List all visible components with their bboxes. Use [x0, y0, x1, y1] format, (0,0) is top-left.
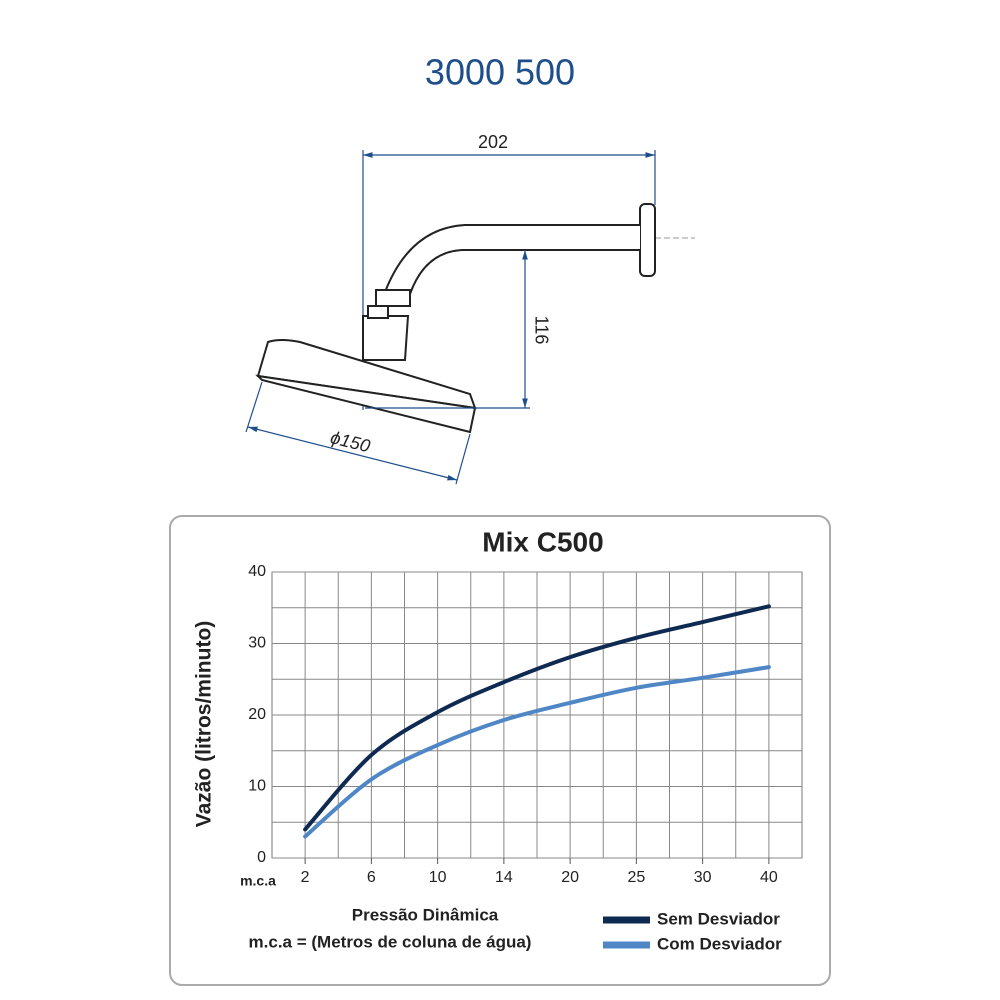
y-tick-label: 0: [257, 849, 266, 866]
x-tick-label: 25: [627, 869, 645, 886]
x-tick-label: 2: [301, 869, 310, 886]
x-axis-note: m.c.a = (Metros de coluna de água): [249, 932, 532, 951]
connector: [362, 315, 410, 361]
nut-detail: [367, 305, 389, 319]
y-tick-label: 40: [248, 563, 266, 580]
x-tick-label: 30: [694, 869, 712, 886]
extension-line: [455, 433, 471, 485]
chart-title: Mix C500: [482, 526, 603, 557]
wall-flange: [639, 203, 656, 277]
dimension-label: 116: [531, 316, 551, 345]
dimension-line: [247, 426, 458, 481]
x-tick-label: 20: [561, 869, 579, 886]
dimension-label: 202: [478, 132, 508, 152]
x-tick-label: 14: [495, 869, 513, 886]
y-axis-label: Vazão (litros/minuto): [193, 621, 216, 828]
x-axis-label: Pressão Dinâmica: [352, 905, 499, 924]
head-bottom: [255, 374, 477, 434]
series-line: [303, 665, 771, 839]
extension-line: [245, 381, 263, 433]
series-line: [303, 604, 771, 832]
head-top: [256, 339, 477, 410]
x-tick-label: 10: [429, 869, 447, 886]
y-tick-label: 20: [248, 706, 266, 723]
x-unit-label: m.c.a: [240, 873, 276, 889]
technical-drawing: 202 116 ϕ150: [245, 132, 695, 485]
x-tick-label: 40: [760, 869, 778, 886]
y-tick-label: 30: [248, 635, 266, 652]
y-tick-label: 10: [248, 778, 266, 795]
product-title: 3000 500: [425, 52, 575, 93]
nut: [375, 289, 411, 307]
legend-label: Com Desviador: [657, 934, 782, 953]
legend-label: Sem Desviador: [657, 909, 780, 928]
plot: 0 10 20 30 40 2 6 10 14 20 25 30 40 Sem Desviador Com …: [248, 563, 803, 953]
x-tick-label: 6: [367, 869, 376, 886]
shower-arm: [383, 224, 640, 296]
dimension-label: ϕ150: [328, 427, 372, 456]
